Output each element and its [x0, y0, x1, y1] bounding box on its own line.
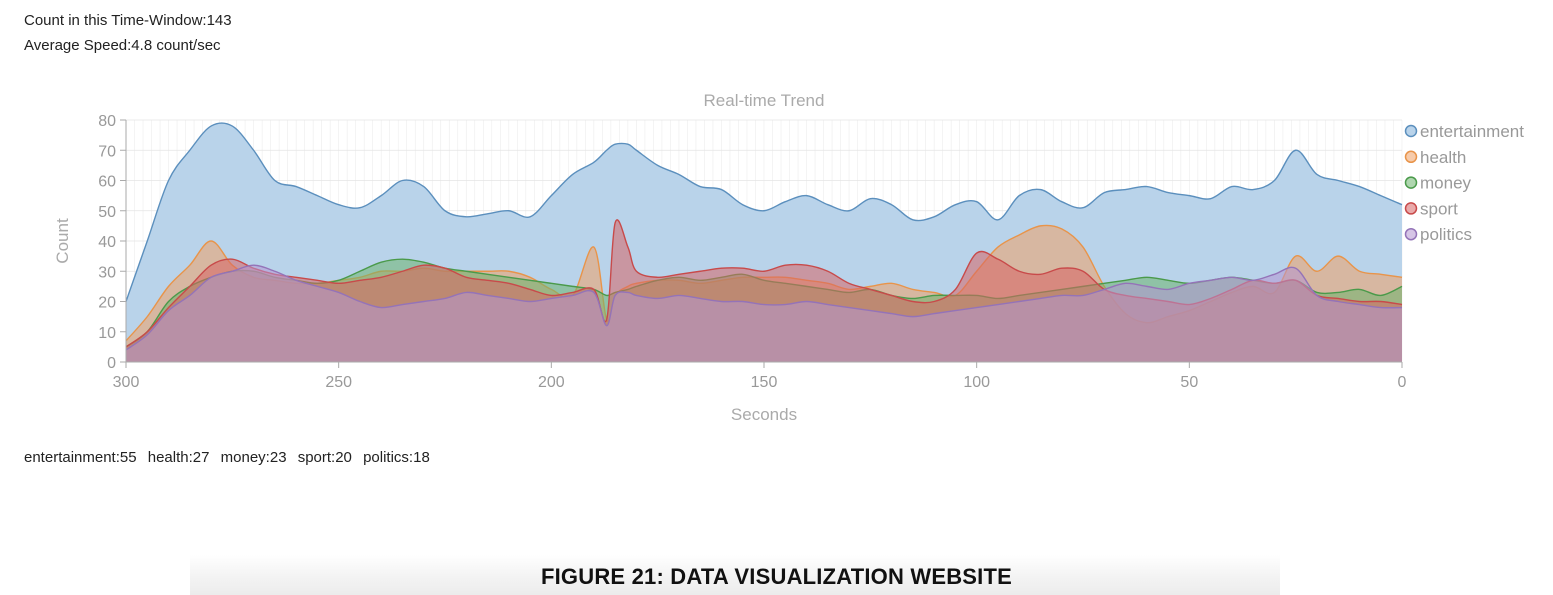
x-axis-label: Seconds	[731, 405, 797, 424]
stats-panel: Count in this Time-Window:143 Average Sp…	[24, 8, 232, 58]
legend-swatch	[1404, 202, 1418, 215]
figure-caption: FIGURE 21: DATA VISUALIZATION WEBSITE	[540, 564, 1013, 589]
y-tick-label: 50	[98, 204, 116, 221]
legend[interactable]: entertainment health money sport politics	[1404, 122, 1525, 244]
legend-label: politics	[1420, 225, 1472, 244]
x-tick-label: 50	[1180, 374, 1198, 391]
y-tick-label: 20	[98, 295, 116, 312]
series-line-entertainment	[125, 122, 1403, 302]
legend-item-money[interactable]: money	[1404, 174, 1472, 193]
series-line-politics	[125, 264, 1403, 351]
summary-entertainment: entertainment:55	[24, 449, 137, 466]
real-time-trend-chart: 0 10 20 30 40 50 60 70 80 300 250 200 150 100 50 0 Real…	[0, 80, 1553, 430]
category-summary: entertainment:55 health:27 money:23 spor…	[24, 449, 437, 466]
legend-label: sport	[1420, 199, 1458, 218]
y-tick-label: 60	[98, 174, 116, 191]
legend-item-entertainment[interactable]: entertainment	[1404, 122, 1525, 141]
x-tick-label: 250	[325, 374, 352, 391]
summary-sport: sport:20	[297, 449, 352, 466]
average-speed-text: Average Speed:4.8 count/sec	[24, 37, 221, 54]
y-tick-label: 0	[107, 355, 116, 372]
caption-shadow	[190, 555, 1280, 595]
y-tick-label: 80	[98, 113, 116, 130]
x-tick-label: 300	[113, 374, 140, 391]
y-tick-label: 40	[98, 234, 116, 251]
legend-swatch	[1404, 227, 1418, 241]
summary-health: health:27	[147, 449, 210, 466]
y-tick-label: 10	[98, 325, 116, 342]
summary-money: money:23	[220, 449, 287, 466]
legend-swatch	[1404, 176, 1418, 189]
chart-title: Real-time Trend	[704, 91, 825, 110]
legend-label: entertainment	[1420, 122, 1524, 141]
legend-label: health	[1420, 148, 1466, 167]
y-tick-label: 70	[98, 143, 116, 160]
series-area-politics	[126, 265, 1402, 362]
series-areas	[125, 122, 1403, 363]
legend-swatch	[1404, 124, 1418, 138]
axes: 0 10 20 30 40 50 60 70 80 300 250 200 150 100 50 0	[98, 113, 1406, 391]
legend-item-sport[interactable]: sport	[1404, 199, 1459, 218]
y-tick-label: 30	[98, 264, 116, 281]
x-tick-label: 0	[1398, 374, 1407, 391]
x-tick-label: 200	[538, 374, 565, 391]
y-axis-label: Count	[53, 218, 72, 264]
summary-politics: politics:18	[363, 449, 430, 466]
count-in-window-text: Count in this Time-Window:143	[24, 12, 232, 29]
chart-svg: 0 10 20 30 40 50 60 70 80 300 250 200 150 100 50 0 Real…	[53, 91, 1525, 424]
legend-label: money	[1420, 174, 1472, 193]
legend-item-politics[interactable]: politics	[1404, 225, 1472, 244]
legend-swatch	[1404, 150, 1418, 164]
x-tick-label: 150	[751, 374, 778, 391]
x-tick-label: 100	[963, 374, 990, 391]
legend-item-health[interactable]: health	[1404, 148, 1467, 167]
